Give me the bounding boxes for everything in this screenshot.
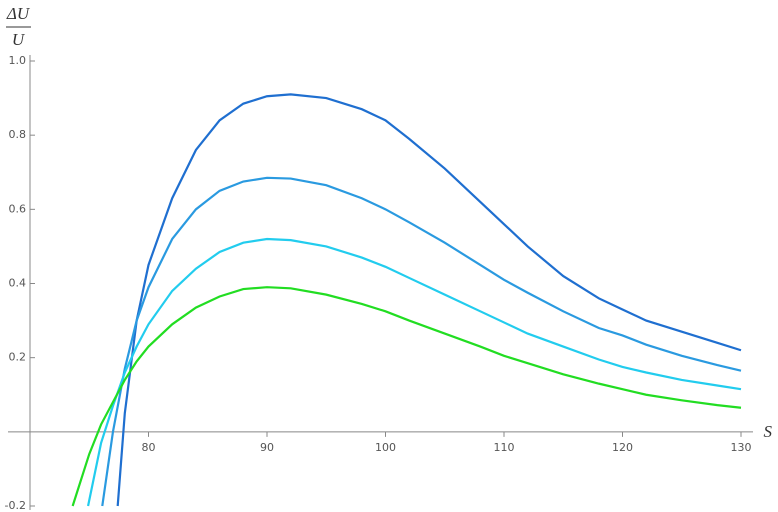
y-tick-label: 0.6 <box>9 202 27 215</box>
series-line <box>116 93 742 507</box>
series-line <box>71 286 742 507</box>
x-tick-label: 90 <box>260 441 274 454</box>
y-tick-label: 1.0 <box>9 54 27 67</box>
x-label: S <box>764 422 773 441</box>
x-tick-label: 110 <box>494 441 515 454</box>
x-tick-label: 100 <box>375 441 396 454</box>
y-label-denominator: U <box>12 30 26 49</box>
y-tick-label: 0.8 <box>9 128 27 141</box>
x-tick-label: 120 <box>612 441 633 454</box>
y-tick-label: 0.2 <box>9 351 27 364</box>
series-line <box>86 237 742 507</box>
y-tick-label: 0.4 <box>9 277 27 290</box>
x-tick-label: 130 <box>731 441 752 454</box>
y-label-numerator: ΔU <box>6 4 31 23</box>
x-tick-label: 80 <box>142 441 156 454</box>
y-tick-label: -0.2 <box>5 499 26 512</box>
series-line <box>101 176 742 507</box>
